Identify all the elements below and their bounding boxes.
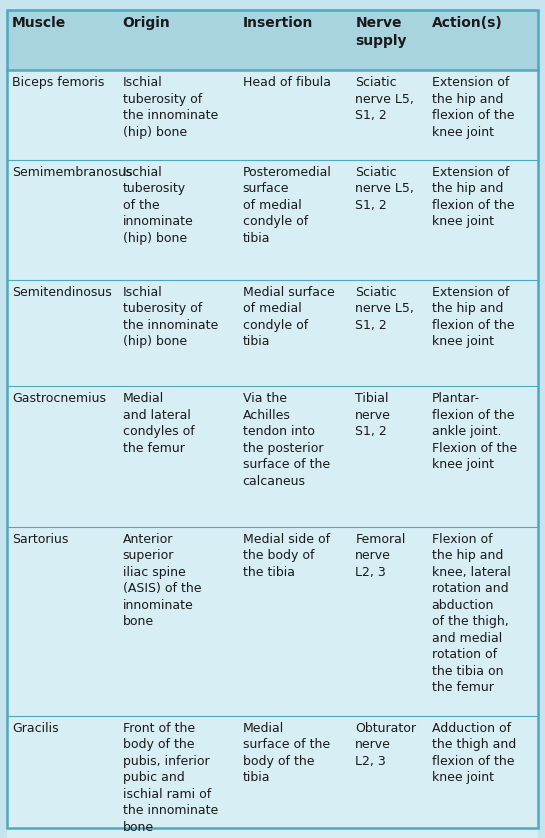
Text: Plantar-
flexion of the
ankle joint.
Flexion of the
knee joint: Plantar- flexion of the ankle joint. Fle… (432, 392, 517, 471)
Text: Ischial
tuberosity of
the innominate
(hip) bone: Ischial tuberosity of the innominate (hi… (123, 286, 218, 349)
Text: Extension of
the hip and
flexion of the
knee joint: Extension of the hip and flexion of the … (432, 166, 514, 229)
Text: Femoral
nerve
L2, 3: Femoral nerve L2, 3 (355, 533, 405, 579)
Text: Ischial
tuberosity
of the
innominate
(hip) bone: Ischial tuberosity of the innominate (hi… (123, 166, 193, 245)
Text: Ischial
tuberosity of
the innominate
(hip) bone: Ischial tuberosity of the innominate (hi… (123, 76, 218, 139)
Text: Medial
surface of the
body of the
tibia: Medial surface of the body of the tibia (243, 722, 330, 784)
Text: Posteromedial
surface
of medial
condyle of
tibia: Posteromedial surface of medial condyle … (243, 166, 331, 245)
Text: Via the
Achilles
tendon into
the posterior
surface of the
calcaneus: Via the Achilles tendon into the posteri… (243, 392, 330, 488)
Bar (7, 716, 538, 838)
Text: Head of fibula: Head of fibula (243, 76, 330, 90)
Text: Extension of
the hip and
flexion of the
knee joint: Extension of the hip and flexion of the … (432, 76, 514, 139)
Bar (7, 280, 538, 386)
Text: Insertion: Insertion (243, 16, 313, 30)
Bar (7, 160, 538, 280)
Text: Medial surface
of medial
condyle of
tibia: Medial surface of medial condyle of tibi… (243, 286, 334, 349)
Text: Action(s): Action(s) (432, 16, 502, 30)
Text: Gracilis: Gracilis (12, 722, 59, 735)
Bar (7, 527, 538, 716)
Text: Obturator
nerve
L2, 3: Obturator nerve L2, 3 (355, 722, 416, 768)
Text: Front of the
body of the
pubis, inferior
pubic and
ischial rami of
the innominat: Front of the body of the pubis, inferior… (123, 722, 218, 834)
Text: Extension of
the hip and
flexion of the
knee joint: Extension of the hip and flexion of the … (432, 286, 514, 349)
Text: Semimembranosus: Semimembranosus (12, 166, 132, 179)
Text: Origin: Origin (123, 16, 171, 30)
Text: Flexion of
the hip and
knee, lateral
rotation and
abduction
of the thigh,
and me: Flexion of the hip and knee, lateral rot… (432, 533, 511, 695)
Text: Nerve
supply: Nerve supply (355, 16, 407, 48)
Text: Tibial
nerve
S1, 2: Tibial nerve S1, 2 (355, 392, 391, 438)
Bar (7, 10, 538, 70)
Text: Anterior
superior
iliac spine
(ASIS) of the
innominate
bone: Anterior superior iliac spine (ASIS) of … (123, 533, 201, 628)
Text: Medial side of
the body of
the tibia: Medial side of the body of the tibia (243, 533, 330, 579)
Text: Sciatic
nerve L5,
S1, 2: Sciatic nerve L5, S1, 2 (355, 76, 414, 122)
Text: Sciatic
nerve L5,
S1, 2: Sciatic nerve L5, S1, 2 (355, 286, 414, 332)
Text: Gastrocnemius: Gastrocnemius (12, 392, 106, 406)
Text: Sciatic
nerve L5,
S1, 2: Sciatic nerve L5, S1, 2 (355, 166, 414, 212)
Text: Sartorius: Sartorius (12, 533, 68, 546)
Bar (7, 70, 538, 160)
Text: Semitendinosus: Semitendinosus (12, 286, 112, 299)
Text: Biceps femoris: Biceps femoris (12, 76, 104, 90)
Text: Adduction of
the thigh and
flexion of the
knee joint: Adduction of the thigh and flexion of th… (432, 722, 516, 784)
Text: Muscle: Muscle (12, 16, 66, 30)
Text: Medial
and lateral
condyles of
the femur: Medial and lateral condyles of the femur (123, 392, 195, 455)
Bar (7, 386, 538, 527)
